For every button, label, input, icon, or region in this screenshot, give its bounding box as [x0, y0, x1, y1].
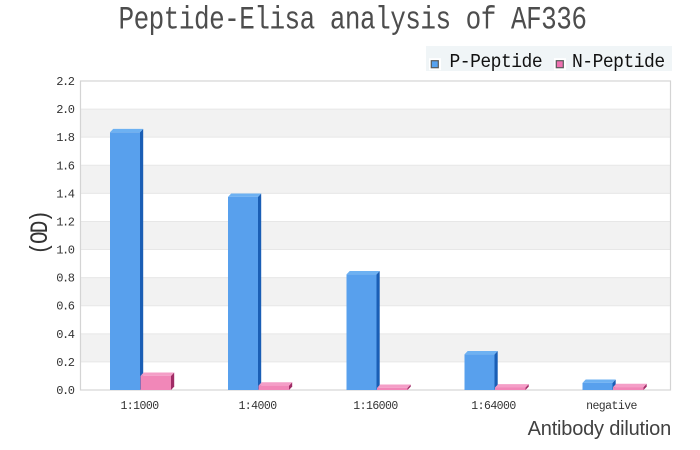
svg-text:0.8: 0.8: [56, 272, 75, 286]
svg-text:1:1000: 1:1000: [120, 400, 159, 413]
svg-text:Antibody dilution: Antibody dilution: [528, 418, 671, 440]
svg-text:1.8: 1.8: [56, 131, 75, 145]
svg-text:P-Peptide: P-Peptide: [450, 50, 543, 73]
svg-text:1:64000: 1:64000: [471, 400, 516, 413]
svg-text:2.0: 2.0: [56, 103, 75, 117]
svg-text:negative: negative: [586, 400, 637, 413]
svg-text:0.6: 0.6: [56, 300, 75, 314]
svg-text:0.0: 0.0: [56, 384, 75, 398]
svg-text:2.2: 2.2: [56, 75, 75, 89]
svg-text:Peptide-Elisa analysis of AF33: Peptide-Elisa analysis of AF336: [119, 2, 587, 38]
svg-text:1.6: 1.6: [56, 159, 75, 173]
svg-text:0.4: 0.4: [56, 328, 75, 342]
svg-text:N-Peptide: N-Peptide: [572, 50, 665, 73]
svg-text:0.2: 0.2: [56, 356, 75, 370]
svg-text:1:16000: 1:16000: [353, 400, 398, 413]
svg-text:1.0: 1.0: [56, 244, 75, 258]
svg-text:(OD): (OD): [27, 212, 55, 255]
svg-text:1.4: 1.4: [56, 187, 75, 201]
svg-text:1:4000: 1:4000: [238, 400, 277, 413]
svg-text:1.2: 1.2: [56, 215, 75, 229]
